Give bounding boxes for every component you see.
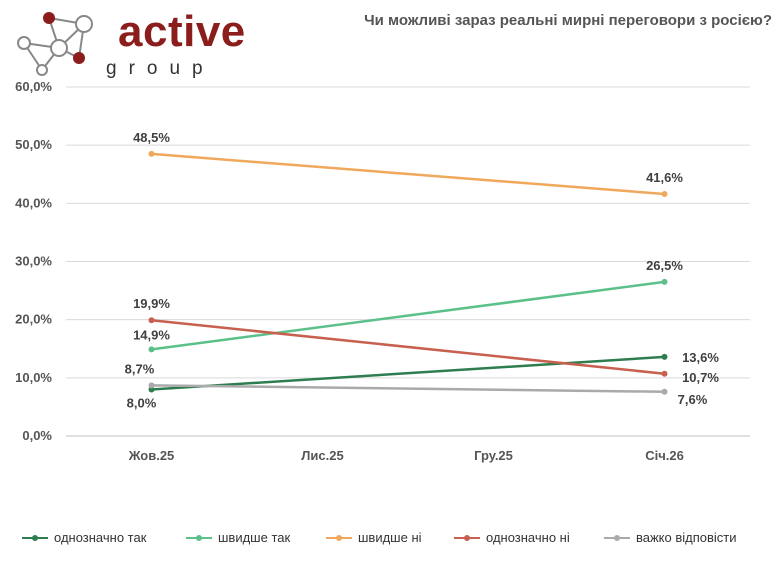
data-label: 14,9% [133,327,170,342]
legend-label: однозначно так [54,530,147,545]
data-label: 10,7% [682,370,719,385]
legend-swatch [186,534,212,541]
series-line [151,355,665,391]
chart-legend: однозначно так швидше так швидше ні однозна… [0,530,780,550]
data-point [661,370,668,377]
y-tick-label: 0,0% [22,428,52,443]
y-tick-label: 60,0% [15,79,52,94]
x-tick-label: Лис.25 [301,448,343,463]
line-chart: 0,0% 10,0% 20,0% 30,0% 40,0% 50,0% 60,0% Жов.25… [15,79,750,463]
logo-network-icon [17,12,93,76]
data-label: 7,6% [678,392,708,407]
legend-swatch [326,534,352,541]
x-tick-label: Жов.25 [128,448,175,463]
x-tick-label: Січ.26 [645,448,684,463]
data-point [661,388,668,395]
data-label: 48,5% [133,130,170,145]
data-label: 8,0% [127,395,157,410]
series-line [151,152,665,196]
data-point [661,353,668,360]
legend-swatch [454,534,480,541]
legend-item: швидше ні [326,530,422,545]
data-point [148,317,155,324]
legend-label: швидше ні [358,530,422,545]
data-label: 13,6% [682,350,719,365]
x-tick-label: Гру.25 [474,448,513,463]
data-point [148,382,155,389]
legend-swatch [22,534,48,541]
data-label: 26,5% [646,258,683,273]
data-label: 41,6% [646,170,683,185]
data-label: 8,7% [125,361,155,376]
chart-title: Чи можливі зараз реальні мирні переговор… [364,12,772,29]
legend-label: важко відповісти [636,530,737,545]
legend-item: важко відповісти [604,530,737,545]
legend-label: швидше так [218,530,291,545]
legend-item: однозначно так [22,530,146,545]
brand-name: active [118,7,246,56]
logo: active group [14,8,254,80]
legend-swatch [604,534,630,541]
data-label: 19,9% [133,296,170,311]
y-tick-label: 40,0% [15,195,52,210]
data-point [148,346,155,353]
data-point [661,191,668,198]
series-line [151,280,665,351]
data-point [661,278,668,285]
y-tick-label: 20,0% [15,312,52,327]
y-tick-label: 30,0% [15,254,52,269]
series-line [151,319,665,376]
brand-subtitle: group [106,58,215,79]
legend-label: однозначно ні [486,530,570,545]
legend-item: однозначно ні [454,530,570,545]
data-point [148,150,155,157]
y-tick-label: 10,0% [15,370,52,385]
series-line [151,384,665,394]
legend-item: швидше так [186,530,290,545]
y-tick-label: 50,0% [15,137,52,152]
